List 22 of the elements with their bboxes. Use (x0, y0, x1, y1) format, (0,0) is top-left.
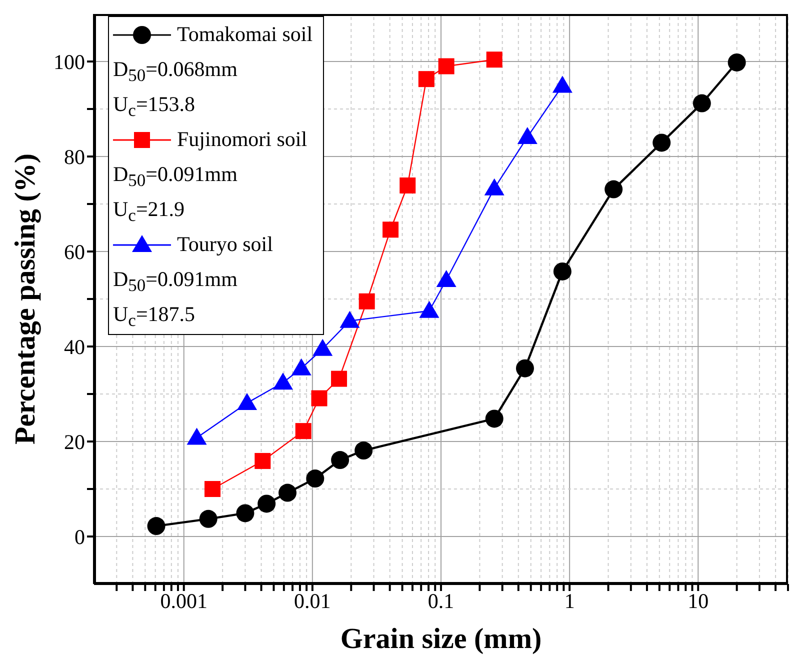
annotation: D$_{50}$=0.091mm (113, 266, 238, 297)
annotation: U$_{c}$=153.8 (113, 91, 196, 122)
legend-label: Tomakomai soil (177, 22, 313, 47)
y-tick-label: 100 (54, 50, 85, 74)
x-tick-label: 0.001 (160, 588, 208, 613)
annotation: U$_{c}$=187.5 (113, 301, 196, 332)
y-tick-label: 20 (64, 430, 85, 454)
legend-label: Fujinomori soil (177, 127, 308, 152)
y-tick-label: 80 (64, 144, 85, 169)
y-tick-label: 60 (64, 240, 85, 264)
y-axis-title: Percentage passing (%) (9, 153, 42, 445)
x-tick-label: 1 (564, 588, 575, 613)
x-tick-label: 0.1 (428, 588, 454, 613)
annotation: U$_{c}$=21.9 (113, 196, 186, 227)
y-tick-label: 0 (74, 524, 85, 549)
x-axis-title: Grain size (mm) (340, 623, 542, 655)
x-tick-label: 0.01 (294, 588, 331, 613)
y-tick-label: 40 (64, 334, 85, 359)
x-tick-label: 10 (688, 588, 709, 613)
legend-label: Touryo soil (177, 232, 273, 257)
annotation: D$_{50}$=0.091mm (113, 161, 238, 192)
annotation: D$_{50}$=0.068mm (113, 56, 238, 87)
